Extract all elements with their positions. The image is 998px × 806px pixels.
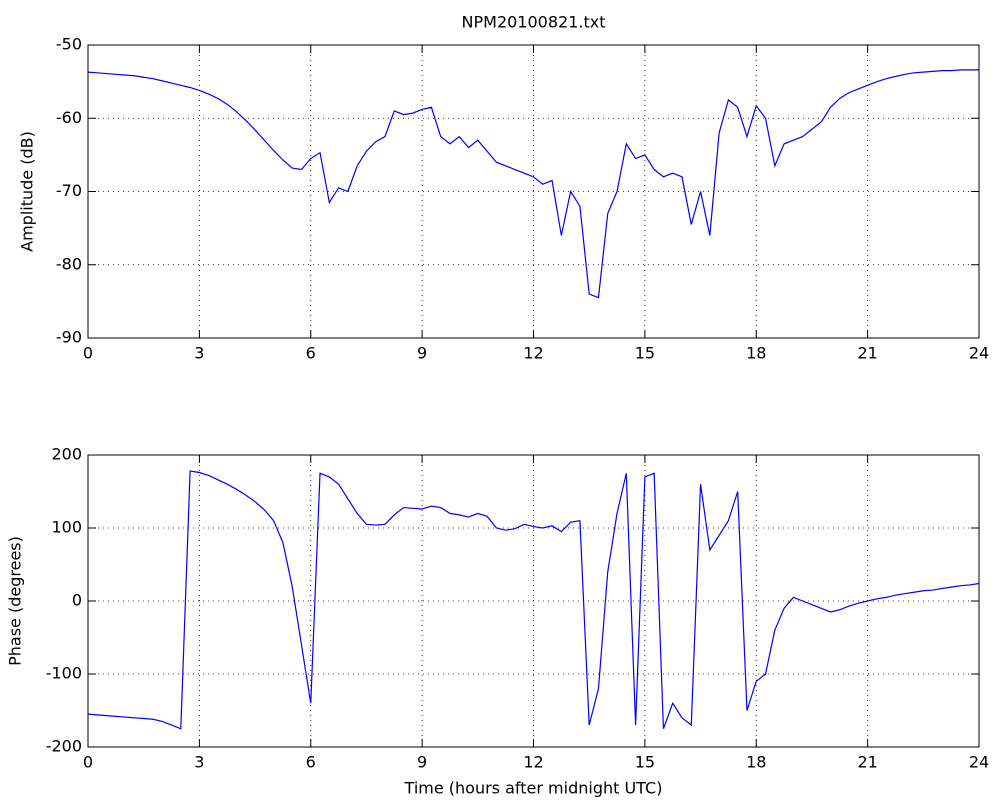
- x-tick-label: 24: [969, 344, 989, 363]
- y-axis-label: Amplitude (dB): [18, 131, 37, 252]
- data-line: [87, 470, 980, 730]
- y-tick-label: -90: [56, 328, 82, 347]
- x-tick-label: 0: [83, 344, 93, 363]
- x-tick-label: 21: [857, 753, 877, 772]
- x-tick-label: 15: [635, 344, 655, 363]
- axes-frame: [87, 44, 980, 339]
- x-tick-label: 15: [635, 753, 655, 772]
- x-tick-label: 18: [746, 344, 766, 363]
- x-tick-label: 9: [417, 753, 427, 772]
- x-tick-label: 9: [417, 344, 427, 363]
- x-tick-label: 0: [83, 753, 93, 772]
- y-tick-label: 0: [72, 591, 82, 610]
- x-tick-label: 6: [306, 753, 316, 772]
- x-tick-label: 24: [969, 753, 989, 772]
- y-tick-label: -200: [46, 737, 82, 756]
- y-tick-label: -80: [56, 254, 82, 273]
- y-tick-label: -100: [46, 664, 82, 683]
- y-tick-label: -70: [56, 181, 82, 200]
- y-axis-label: Phase (degrees): [6, 536, 25, 666]
- axes-frame: [87, 454, 980, 748]
- x-tick-label: 18: [746, 753, 766, 772]
- chart-title: NPM20100821.txt: [462, 13, 606, 32]
- y-tick-label: 200: [51, 445, 82, 464]
- x-axis-label: Time (hours after midnight UTC): [404, 779, 663, 798]
- x-tick-label: 21: [857, 344, 877, 363]
- x-tick-label: 3: [194, 344, 204, 363]
- x-tick-label: 3: [194, 753, 204, 772]
- y-tick-label: -60: [56, 108, 82, 127]
- x-tick-label: 12: [523, 344, 543, 363]
- x-tick-label: 6: [306, 344, 316, 363]
- data-line: [87, 69, 979, 299]
- y-tick-label: 100: [51, 518, 82, 537]
- x-tick-label: 12: [523, 753, 543, 772]
- y-tick-label: -50: [56, 35, 82, 54]
